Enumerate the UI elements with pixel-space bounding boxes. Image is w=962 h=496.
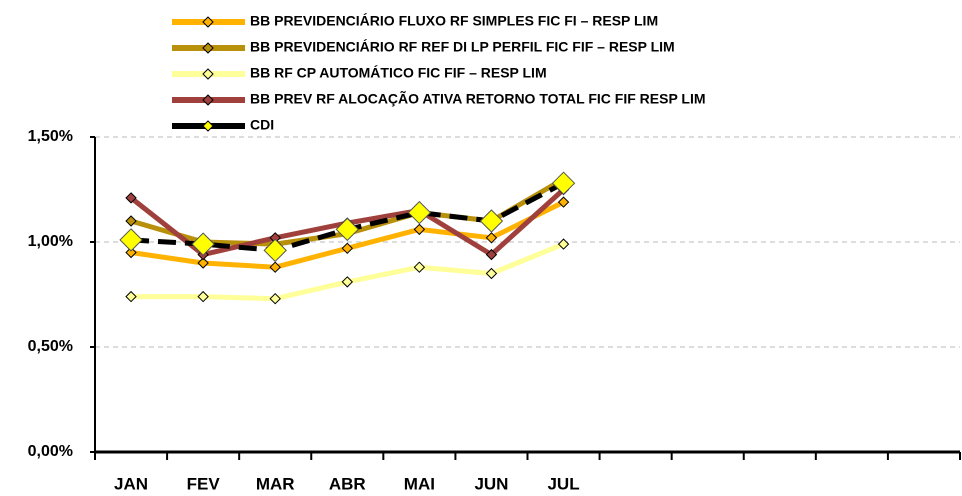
data-point	[119, 228, 143, 252]
x-tick-label: JUN	[474, 474, 508, 493]
legend-marker	[202, 16, 214, 28]
data-point	[125, 290, 137, 303]
x-tick-label: JUL	[547, 474, 579, 493]
data-point	[335, 217, 359, 242]
legend-label: CDI	[250, 117, 274, 133]
y-tick-label: 0,00%	[28, 443, 73, 460]
legend-marker	[202, 120, 214, 132]
data-point	[485, 232, 498, 244]
data-point	[125, 192, 137, 204]
data-point	[413, 223, 426, 236]
data-point	[557, 196, 570, 208]
legend-label: BB PREVIDENCIÁRIO FLUXO RF SIMPLES FIC F…	[250, 13, 658, 29]
y-tick-label: 1,50%	[28, 128, 73, 145]
data-point	[479, 209, 504, 233]
y-tick-label: 1,00%	[28, 233, 73, 250]
legend-label: BB RF CP AUTOMÁTICO FIC FIF – RESP LIM	[250, 65, 547, 81]
data-point	[485, 248, 498, 261]
x-tick-label: JAN	[114, 474, 148, 493]
data-point	[191, 232, 215, 256]
data-point	[551, 171, 576, 195]
legend-marker	[202, 94, 214, 106]
data-point	[557, 238, 570, 250]
x-tick-label: ABR	[329, 474, 366, 493]
x-tick-label: MAI	[404, 474, 435, 493]
legend-label: BB PREVIDENCIÁRIO RF REF DI LP PERFIL FI…	[250, 39, 675, 55]
data-point	[263, 238, 287, 263]
x-tick-label: FEV	[187, 474, 221, 493]
data-point	[485, 267, 498, 280]
data-point	[197, 257, 209, 269]
data-point	[269, 292, 281, 305]
data-point	[125, 246, 137, 259]
data-point	[341, 242, 353, 255]
data-point	[125, 215, 137, 227]
y-tick-label: 0,50%	[28, 338, 73, 355]
data-point	[197, 290, 209, 303]
legend-marker	[202, 68, 214, 80]
data-point	[407, 200, 432, 225]
legend-label: BB PREV RF ALOCAÇÃO ATIVA RETORNO TOTAL …	[250, 90, 706, 107]
data-point	[269, 261, 281, 273]
legend-marker	[202, 42, 214, 54]
data-point	[413, 261, 426, 273]
x-tick-label: MAR	[256, 474, 295, 493]
data-point	[341, 276, 353, 288]
